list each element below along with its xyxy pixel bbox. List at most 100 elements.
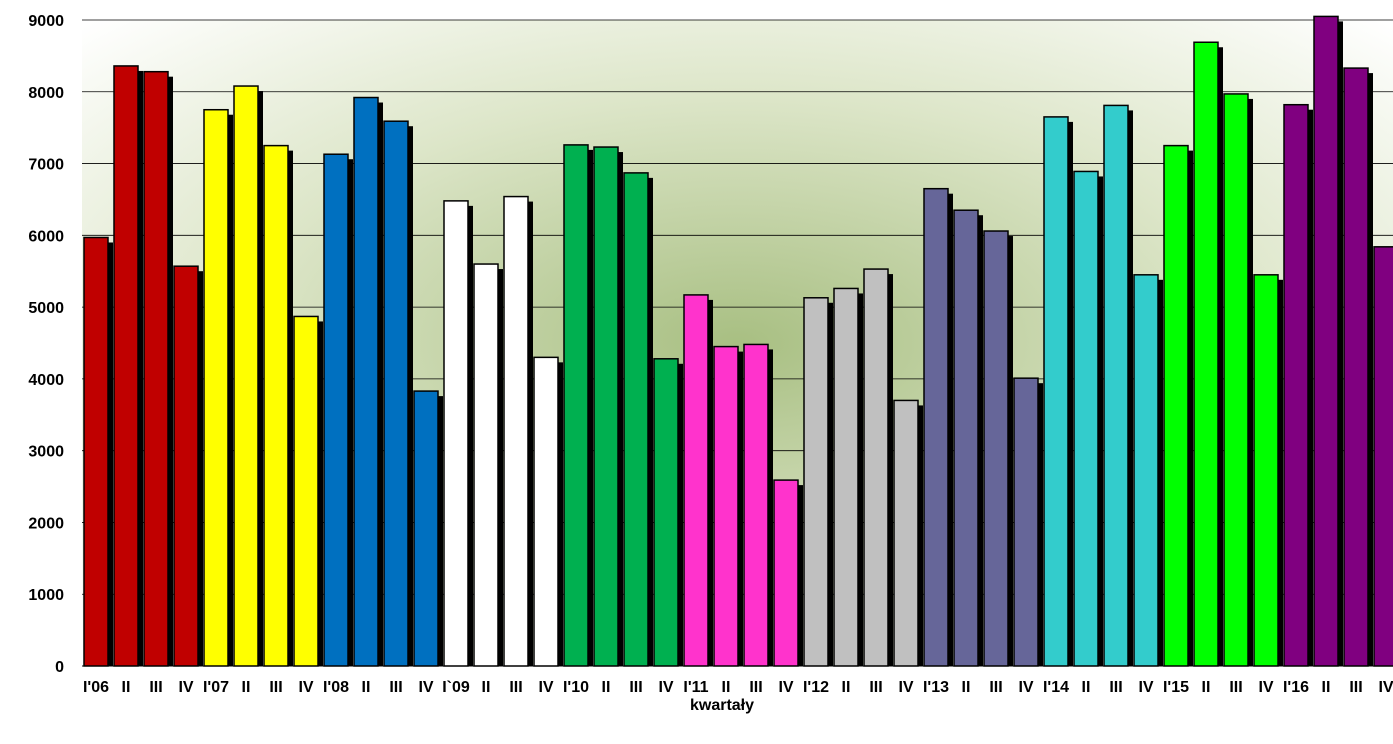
bar xyxy=(1343,67,1369,667)
x-tick-label: II xyxy=(362,679,371,696)
x-tick-label: III xyxy=(1349,679,1362,696)
x-tick-label: IV xyxy=(1258,679,1273,696)
bar xyxy=(773,479,799,667)
x-tick-label: IV xyxy=(658,679,673,696)
bar xyxy=(173,265,199,667)
bar xyxy=(1283,103,1309,667)
bar xyxy=(653,358,679,667)
y-tick-label: 0 xyxy=(55,659,64,676)
x-tick-label: III xyxy=(1109,679,1122,696)
y-tick-label: 1000 xyxy=(28,587,64,604)
bar xyxy=(833,287,859,667)
x-tick-label: I'16 xyxy=(1283,679,1309,696)
x-tick-label: I'07 xyxy=(203,679,229,696)
x-tick-label: I'15 xyxy=(1163,679,1189,696)
x-tick-label: III xyxy=(869,679,882,696)
x-tick-label: III xyxy=(1229,679,1242,696)
bar xyxy=(1043,116,1069,667)
bar xyxy=(113,65,139,667)
x-tick-label: II xyxy=(1202,679,1211,696)
bar xyxy=(83,236,109,667)
bar xyxy=(1103,104,1129,667)
x-tick-label: II xyxy=(482,679,491,696)
y-axis-ticks: 0 1000 2000 3000 4000 5000 6000 7000 8000 9000 xyxy=(28,13,64,676)
bar xyxy=(1373,246,1393,667)
bar xyxy=(1253,274,1279,667)
bar xyxy=(233,85,259,667)
x-tick-label: III xyxy=(749,679,762,696)
x-tick-label: III xyxy=(389,679,402,696)
x-tick-label: III xyxy=(629,679,642,696)
bar xyxy=(623,172,649,667)
x-axis-title: kwartały xyxy=(690,697,754,714)
y-tick-label: 5000 xyxy=(28,300,64,317)
x-tick-label: IV xyxy=(538,679,553,696)
bar xyxy=(1163,144,1189,667)
bar xyxy=(473,263,499,667)
x-tick-label: II xyxy=(1322,679,1331,696)
bar xyxy=(743,343,769,667)
x-tick-label: III xyxy=(149,679,162,696)
bar xyxy=(1313,15,1339,667)
bar xyxy=(1013,377,1039,667)
bar xyxy=(383,120,409,667)
x-tick-label: IV xyxy=(418,679,433,696)
x-tick-label: IV xyxy=(178,679,193,696)
bar xyxy=(203,108,229,667)
x-tick-label: IV xyxy=(1138,679,1153,696)
y-tick-label: 9000 xyxy=(28,13,64,30)
bars xyxy=(83,15,1393,667)
x-tick-label: I'06 xyxy=(83,679,109,696)
bar xyxy=(503,195,529,667)
x-tick-label: III xyxy=(509,679,522,696)
y-tick-label: 4000 xyxy=(28,372,64,389)
x-tick-label: IV xyxy=(778,679,793,696)
bar xyxy=(413,390,439,667)
x-tick-label: IV xyxy=(1018,679,1033,696)
x-tick-label: I'14 xyxy=(1043,679,1069,696)
bar xyxy=(1133,274,1159,667)
x-tick-label: II xyxy=(602,679,611,696)
x-axis-labels: I'06 II III IV I'07 II III IV I'08 II III IV I`09 II I… xyxy=(83,679,1393,696)
bar xyxy=(1193,41,1219,667)
x-tick-label: II xyxy=(842,679,851,696)
y-tick-label: 8000 xyxy=(28,85,64,102)
bar xyxy=(143,70,169,667)
x-tick-label: IV xyxy=(298,679,313,696)
bar xyxy=(1073,170,1099,667)
x-tick-label: I'11 xyxy=(683,679,708,696)
x-tick-label: III xyxy=(989,679,1002,696)
bar xyxy=(803,297,829,667)
x-tick-label: II xyxy=(722,679,731,696)
y-tick-label: 3000 xyxy=(28,444,64,461)
bar xyxy=(683,294,709,667)
bar xyxy=(953,209,979,667)
bar xyxy=(563,144,589,667)
bar xyxy=(443,200,469,667)
bar xyxy=(353,96,379,667)
bar xyxy=(893,399,919,667)
x-tick-label: I`09 xyxy=(442,679,470,696)
bar xyxy=(593,146,619,667)
bar xyxy=(713,345,739,667)
x-tick-label: III xyxy=(269,679,282,696)
bar xyxy=(533,356,559,667)
bar xyxy=(293,315,319,667)
bar xyxy=(263,144,289,667)
x-tick-label: I'08 xyxy=(323,679,349,696)
x-tick-label: II xyxy=(242,679,251,696)
x-tick-label: I'10 xyxy=(563,679,589,696)
x-tick-label: II xyxy=(1082,679,1091,696)
bar xyxy=(983,230,1009,667)
bar xyxy=(863,268,889,667)
bar xyxy=(1223,93,1249,667)
y-tick-label: 6000 xyxy=(28,228,64,245)
x-tick-label: I'12 xyxy=(803,679,829,696)
y-tick-label: 2000 xyxy=(28,515,64,532)
bar xyxy=(323,153,349,667)
x-tick-label: II xyxy=(962,679,971,696)
x-tick-label: II xyxy=(122,679,131,696)
y-tick-label: 7000 xyxy=(28,157,64,174)
x-tick-label: IV xyxy=(898,679,913,696)
